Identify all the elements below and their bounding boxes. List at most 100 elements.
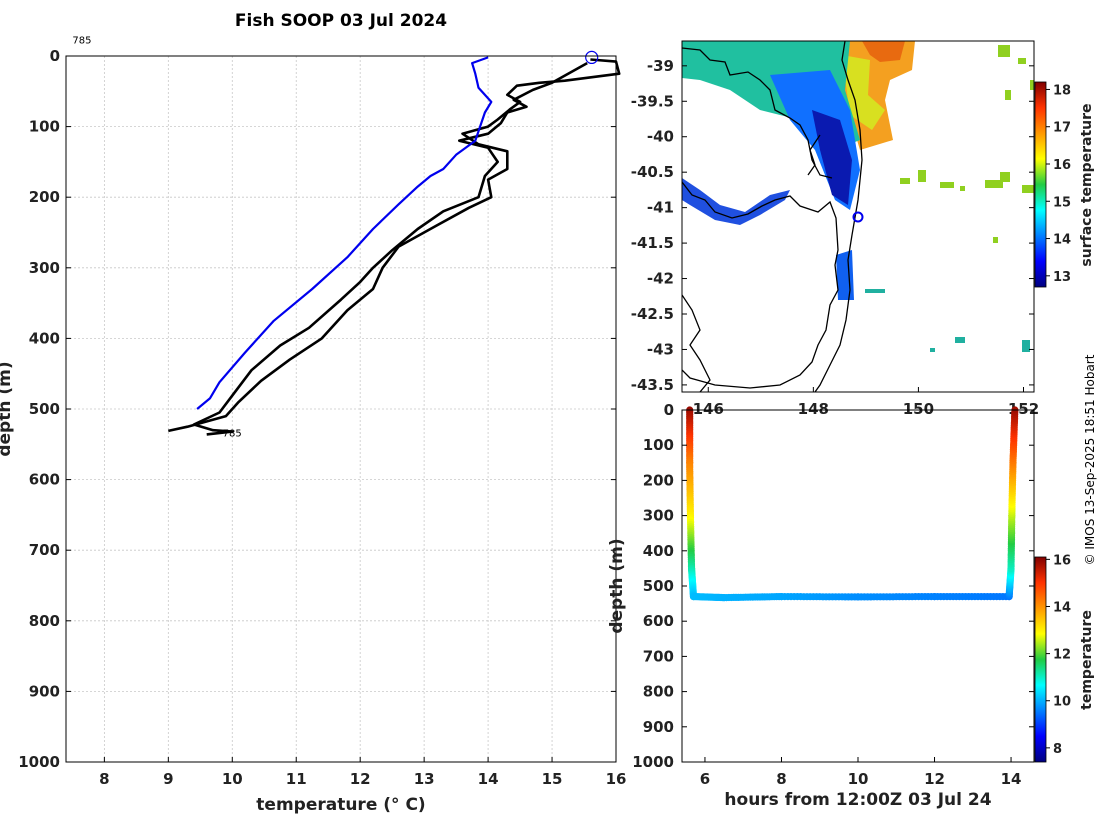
x-tick-label: 15 — [542, 770, 563, 788]
y-tick-label: 500 — [29, 400, 60, 418]
map-colorbar-ticks: 13 14 15 16 17 18 — [1046, 83, 1071, 285]
section-y-label: depth (m) — [607, 538, 627, 633]
map-field — [682, 41, 1034, 392]
map-coastline — [682, 41, 863, 392]
cb-tick-label: 8 — [1053, 742, 1062, 757]
profile-frame — [65, 55, 617, 763]
map-strait-band — [682, 178, 790, 225]
y-tick-label: 600 — [643, 612, 674, 630]
profile-chart: Fish SOOP 03 Jul 2024 8 9 10 11 12 13 14 15 16 0… — [0, 11, 626, 815]
y-tick-label: 0 — [50, 47, 60, 65]
section-colorbar-ticks: 8 10 12 14 16 — [1046, 553, 1071, 757]
series-line-profile-a — [168, 58, 621, 433]
lat-tick-label: -41 — [647, 199, 674, 217]
x-tick-label: 6 — [700, 770, 710, 788]
y-tick-label: 300 — [643, 507, 674, 525]
x-tick-label: 10 — [848, 770, 869, 788]
y-tick-label: 900 — [29, 682, 60, 700]
lat-tick-label: -40 — [647, 128, 674, 146]
profile-start-marker — [585, 50, 599, 65]
y-tick-label: 1000 — [632, 753, 674, 771]
y-tick-label: 700 — [29, 541, 60, 559]
section-x-label: hours from 12:00Z 03 Jul 24 — [724, 790, 991, 810]
profile-x-label: temperature (° C) — [256, 795, 425, 815]
cb-tick-label: 14 — [1053, 600, 1071, 615]
x-tick-label: 8 — [776, 770, 786, 788]
y-tick-label: 700 — [643, 647, 674, 665]
x-tick-label: 16 — [606, 770, 627, 788]
map-colorbar-label: surface temperature — [1079, 103, 1095, 266]
x-tick-label: 11 — [286, 770, 307, 788]
map-position-marker — [852, 211, 864, 223]
x-tick-label: 8 — [99, 770, 109, 788]
y-tick-label: 600 — [29, 471, 60, 489]
map-coast-strip — [836, 250, 854, 300]
y-tick-label: 400 — [29, 329, 60, 347]
series-line-profile-b — [192, 61, 588, 436]
lat-tick-label: -43.5 — [631, 376, 674, 394]
lat-tick-label: -42 — [647, 270, 674, 288]
profile-grid — [66, 55, 617, 763]
map-warm-core — [862, 41, 905, 62]
y-tick-label: 400 — [643, 542, 674, 560]
annotation-label: 785 — [223, 429, 242, 440]
section-x-ticks: 6 8 10 12 14 — [700, 757, 1022, 788]
cb-tick-label: 15 — [1053, 195, 1071, 210]
y-tick-label: 200 — [643, 471, 674, 489]
y-tick-label: 100 — [29, 118, 60, 136]
credit-text: © IMOS 13-Sep-2025 18:51 Hobart — [1083, 354, 1097, 565]
y-tick-label: 800 — [29, 612, 60, 630]
lat-tick-label: -39.5 — [631, 92, 674, 110]
lat-tick-label: -39 — [647, 57, 674, 75]
lat-tick-label: -42.5 — [631, 305, 674, 323]
y-tick-label: 300 — [29, 259, 60, 277]
x-tick-label: 9 — [163, 770, 173, 788]
profile-annotations: 785 785 — [72, 35, 241, 439]
series-line-profile-c — [196, 56, 493, 410]
y-tick-label: 100 — [643, 436, 674, 454]
map-frame — [681, 40, 1035, 393]
map-deep-blue-patch — [812, 110, 852, 205]
x-tick-label: 12 — [350, 770, 371, 788]
y-tick-label: 800 — [643, 683, 674, 701]
profile-y-label: depth (m) — [0, 361, 15, 456]
section-y-ticks: 0 100 200 300 400 500 600 700 800 900 1000 — [632, 401, 1034, 771]
x-tick-label: 10 — [222, 770, 243, 788]
annotation-label: 785 — [72, 35, 91, 46]
section-track — [686, 406, 1019, 602]
y-tick-label: 1000 — [18, 753, 60, 771]
cb-tick-label: 13 — [1053, 270, 1071, 285]
map-chart: -39 -39.5 -40 -40.5 -41 -41.5 -42 -42.5 -43 -43.5… — [631, 40, 1095, 418]
map-colorbar — [1034, 81, 1047, 288]
cb-tick-label: 17 — [1053, 121, 1071, 136]
lon-tick-label: 148 — [798, 400, 829, 418]
y-tick-label: 0 — [664, 401, 674, 419]
profile-x-ticks: 8 9 10 11 12 13 14 15 16 — [99, 757, 626, 788]
x-tick-label: 14 — [1001, 770, 1022, 788]
section-frame — [681, 409, 1035, 763]
x-tick-label: 14 — [478, 770, 499, 788]
profile-lines — [168, 50, 621, 436]
y-tick-label: 200 — [29, 188, 60, 206]
y-tick-label: 900 — [643, 718, 674, 736]
lon-tick-label: 150 — [903, 400, 934, 418]
x-tick-label: 13 — [414, 770, 435, 788]
map-lat-ticks: -39 -39.5 -40 -40.5 -41 -41.5 -42 -42.5 -43 -43.5 — [631, 57, 1034, 394]
section-chart: 6 8 10 12 14 0 100 200 300 400 500 600 700 800 900 100… — [607, 401, 1095, 810]
lat-tick-label: -40.5 — [631, 163, 674, 181]
section-colorbar-label: temperature — [1079, 610, 1095, 710]
cb-tick-label: 16 — [1053, 553, 1071, 568]
cb-tick-label: 14 — [1053, 233, 1071, 248]
chart-title: Fish SOOP 03 Jul 2024 — [235, 11, 447, 31]
lat-tick-label: -43 — [647, 340, 674, 358]
x-tick-label: 12 — [924, 770, 945, 788]
y-tick-label: 500 — [643, 577, 674, 595]
map-yellow-patch — [842, 55, 885, 130]
cb-tick-label: 16 — [1053, 158, 1071, 173]
section-colorbar — [1034, 556, 1047, 763]
profile-y-ticks: 0 100 200 300 400 500 600 700 800 900 1000 — [18, 47, 616, 771]
map-scatter — [900, 45, 1034, 243]
lat-tick-label: -41.5 — [631, 234, 674, 252]
cb-tick-label: 12 — [1053, 648, 1071, 663]
